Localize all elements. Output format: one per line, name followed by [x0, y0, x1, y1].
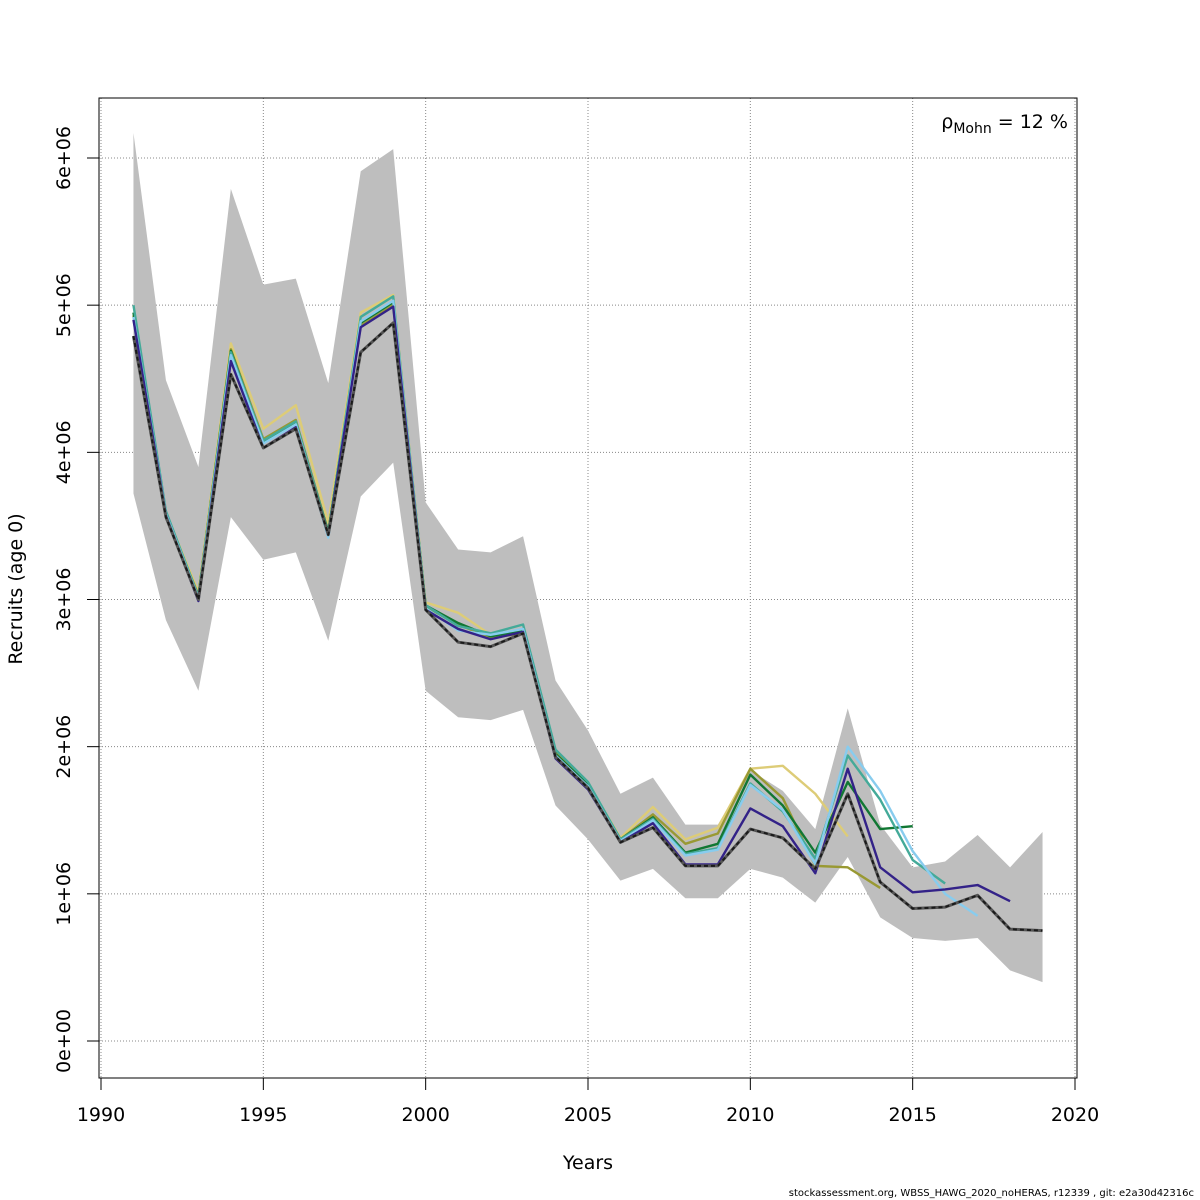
rho-symbol: ρ: [941, 111, 953, 133]
y-tick-label: 5e+06: [53, 273, 75, 337]
series-line-retro-3: [132, 295, 946, 885]
x-tick-label: 2015: [888, 1104, 936, 1126]
x-tick-label: 2020: [1051, 1104, 1099, 1126]
y-tick-label: 6e+06: [53, 126, 75, 190]
x-axis-title: Years: [562, 1152, 613, 1174]
x-tick-label: 2010: [726, 1104, 774, 1126]
y-tick-label: 4e+06: [53, 420, 75, 484]
series-lines: [131, 293, 1043, 933]
footer-credit: stockassessment.org, WBSS_HAWG_2020_noHE…: [788, 1188, 1194, 1199]
y-axis-title: Recruits (age 0): [5, 513, 27, 664]
confidence-band: [133, 132, 1043, 983]
x-tick-label: 2005: [564, 1104, 612, 1126]
mohn-rho-annotation: ρMohn = 12 %: [941, 111, 1068, 137]
y-tick-label: 0e+00: [53, 1009, 75, 1073]
x-tick-label: 1995: [239, 1104, 287, 1126]
y-tick-label: 2e+06: [53, 715, 75, 779]
x-tick-label: 2000: [401, 1104, 449, 1126]
series-line-assessment-2019: [132, 321, 1043, 932]
y-axis: 0e+00 1e+06 2e+06 3e+06 4e+06 5e+06 6e+06: [53, 126, 100, 1073]
y-tick-label: 1e+06: [53, 862, 75, 926]
rho-value: = 12 %: [992, 111, 1068, 133]
x-tick-label: 1990: [77, 1104, 125, 1126]
y-tick-label: 3e+06: [53, 568, 75, 632]
rho-subscript: Mohn: [953, 121, 991, 137]
confidence-band-area: [133, 132, 1043, 983]
grid: [99, 98, 1077, 1078]
x-axis: 1990 1995 2000 2005 2010 2015 2020: [77, 1077, 1099, 1126]
